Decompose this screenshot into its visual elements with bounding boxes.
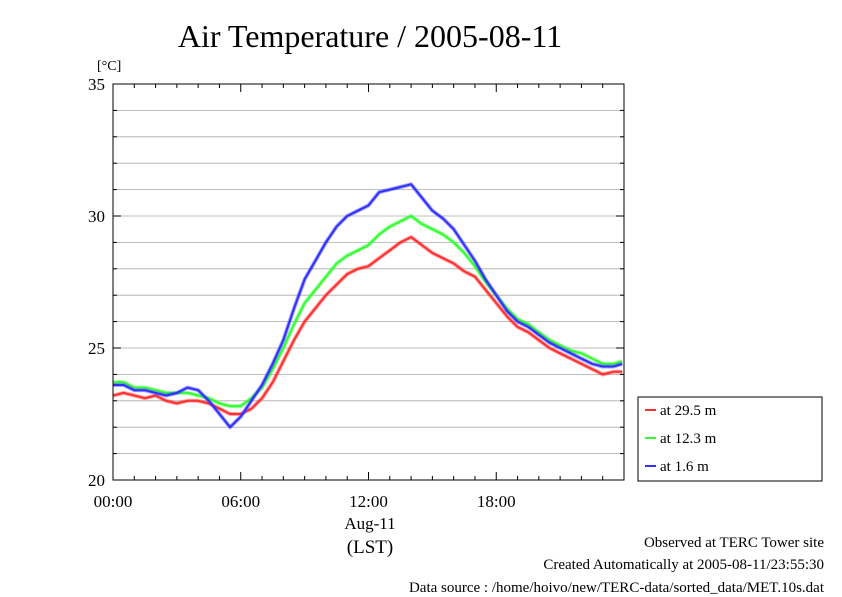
series-line-at-12-3-m [113, 215, 623, 408]
axis-labels: 20 25 30 35 00:00 06:00 12:00 18:00 [88, 75, 516, 511]
axis-ticks [112, 83, 625, 481]
legend: at 29.5 m at 12.3 m at 1.6 m [637, 396, 823, 482]
legend-label: at 1.6 m [660, 459, 709, 475]
footer-created: Created Automatically at 2005-08-11/23:5… [543, 557, 824, 573]
footer-observed: Observed at TERC Tower site [643, 535, 824, 551]
series-line-at-1-6-m [113, 183, 623, 429]
legend-label: at 29.5 m [660, 403, 717, 419]
series-halo-at-1-6-m [113, 182, 623, 430]
y-unit-label: [°C] [97, 59, 121, 74]
legend-label: at 12.3 m [660, 431, 717, 447]
y-tick-label: 20 [88, 471, 105, 490]
footer-data-source: Data source : /home/hoivo/new/TERC-data/… [408, 580, 824, 596]
grid-lines [113, 110, 624, 455]
y-tick-label: 35 [88, 75, 105, 94]
series-line-at-29-5-m [113, 236, 623, 415]
plot-frame [112, 83, 625, 481]
x-tick-label: 18:00 [477, 492, 516, 511]
x-tick-label: 00:00 [94, 492, 133, 511]
chart-title: Air Temperature / 2005-08-11 [178, 18, 562, 54]
legend-box [637, 396, 823, 482]
x-tick-label: 06:00 [221, 492, 260, 511]
x-tick-label: 12:00 [349, 492, 388, 511]
x-date-label: Aug-11 [344, 514, 395, 533]
y-tick-label: 30 [88, 207, 105, 226]
y-tick-label: 25 [88, 339, 105, 358]
x-timezone-label: (LST) [347, 537, 393, 558]
series-lines [113, 182, 623, 430]
